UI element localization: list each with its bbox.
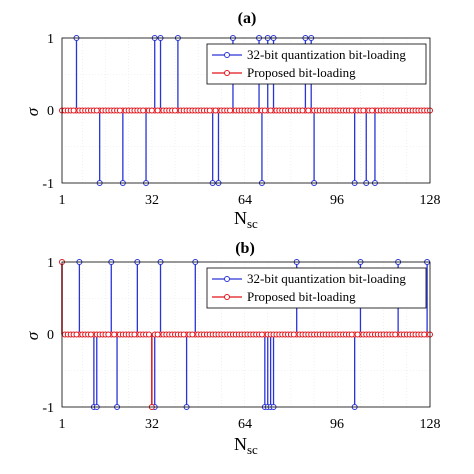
panel-b-xlabel-main: N bbox=[234, 434, 247, 454]
panel-a-proposed-zero-marker bbox=[369, 107, 376, 114]
panel-a-proposed-zero-marker bbox=[348, 107, 355, 114]
panel-b-proposed-zero-marker bbox=[87, 331, 94, 338]
panel-b-legend-box bbox=[206, 267, 427, 309]
panel-b-xlabel: Nsc bbox=[234, 434, 258, 457]
panel-a-xtick-96: 96 bbox=[330, 193, 344, 208]
panel-a-legend-box bbox=[206, 43, 427, 85]
panel-b-proposed-zero-marker bbox=[180, 331, 187, 338]
panel-b-title: (b) bbox=[235, 240, 255, 257]
panel-a: (a) 1 0 -1 1 32 64 96 128 σ Nsc 32-bit q… bbox=[23, 10, 441, 231]
panel-a-proposed-zero-marker bbox=[227, 107, 234, 114]
panel-a-proposed-zero-marker bbox=[360, 107, 367, 114]
panel-b-proposed-zero-marker bbox=[392, 331, 399, 338]
panel-b-ytick-neg1: -1 bbox=[42, 401, 54, 416]
panel-b-proposed-zero-marker bbox=[131, 331, 138, 338]
panel-a-ylabel: σ bbox=[23, 107, 42, 116]
panel-b-proposed-zero-marker bbox=[354, 331, 361, 338]
panel-a-ytick-neg1: -1 bbox=[42, 177, 54, 192]
panel-a-xlabel-main: N bbox=[234, 208, 247, 228]
panel-b-legend: 32-bit quantization bit-loading Proposed… bbox=[206, 267, 427, 309]
panel-a-title: (a) bbox=[238, 10, 257, 27]
panel-b-proposed-zero-marker bbox=[348, 331, 355, 338]
panel-a-xtick-32: 32 bbox=[145, 193, 159, 208]
panel-b-xtick-64: 64 bbox=[238, 417, 252, 432]
panel-a-axes-box bbox=[61, 37, 431, 184]
panel-b-proposed-zero-marker bbox=[105, 331, 112, 338]
panel-a-xlabel-sub: sc bbox=[247, 216, 258, 231]
panel-b-ytick-0: 0 bbox=[47, 328, 54, 343]
panel-a-zero-markers bbox=[59, 107, 433, 114]
panel-a-proposed-zero-marker bbox=[299, 107, 306, 114]
panel-a-legend-label-proposed: Proposed bit-loading bbox=[247, 65, 356, 80]
panel-b-proposed-zero-marker bbox=[73, 331, 80, 338]
panel-b-xlabel-sub: sc bbox=[247, 442, 258, 457]
panel-b-proposed-zero-marker bbox=[154, 331, 161, 338]
panel-b-legend-marker-proposed bbox=[224, 294, 230, 300]
panel-a-proposed-zero-marker bbox=[140, 107, 147, 114]
panel-a-proposed-zero-marker bbox=[305, 107, 312, 114]
panel-b-proposed-zero-marker bbox=[189, 331, 196, 338]
panel-b-axes-box bbox=[61, 261, 431, 408]
panel-a-proposed-zero-marker bbox=[206, 107, 213, 114]
panel-a-ytick-0: 0 bbox=[47, 104, 54, 119]
panel-a-xtick-64: 64 bbox=[238, 193, 252, 208]
panel-b-proposed-zero-marker bbox=[258, 331, 265, 338]
panel-a-proposed-zero-marker bbox=[70, 107, 77, 114]
panel-b-zero-markers bbox=[61, 331, 433, 338]
panel-a-legend-marker-32bit bbox=[224, 52, 230, 58]
panel-a-xlabel: Nsc bbox=[234, 208, 258, 231]
panel-a-legend-marker-proposed bbox=[224, 70, 230, 76]
panel-b-xtick-128: 128 bbox=[420, 417, 441, 432]
panel-a-proposed-zero-marker bbox=[93, 107, 100, 114]
panel-a-proposed-zero-marker bbox=[172, 107, 179, 114]
panel-b-proposed-zero-marker bbox=[145, 331, 152, 338]
panel-a-proposed-zero-marker bbox=[267, 107, 274, 114]
panel-b-proposed-zero-marker bbox=[290, 331, 297, 338]
panel-a-proposed-zero-marker bbox=[154, 107, 161, 114]
panel-a-legend-label-32bit: 32-bit quantization bit-loading bbox=[247, 47, 406, 62]
panel-a-proposed-zero-marker bbox=[116, 107, 123, 114]
panel-a-ytick-1: 1 bbox=[47, 32, 54, 47]
panel-b-ylabel: σ bbox=[23, 331, 42, 340]
panel-a-xtick-128: 128 bbox=[420, 193, 441, 208]
panel-a-proposed-zero-marker bbox=[253, 107, 260, 114]
panel-a-proposed-zero-marker bbox=[261, 107, 268, 114]
panel-b-proposed-zero-marker bbox=[111, 331, 118, 338]
panel-b-legend-marker-32bit bbox=[224, 276, 230, 282]
panel-b-legend-label-32bit: 32-bit quantization bit-loading bbox=[247, 271, 406, 286]
panel-a-proposed-zero-marker bbox=[212, 107, 219, 114]
panel-b-xtick-96: 96 bbox=[330, 417, 344, 432]
panel-b-legend-label-proposed: Proposed bit-loading bbox=[247, 289, 356, 304]
panel-a-proposed-zero-marker bbox=[148, 107, 155, 114]
panel-a-xtick-1: 1 bbox=[59, 193, 66, 208]
panel-b-ytick-1: 1 bbox=[47, 256, 54, 271]
panel-b-xtick-32: 32 bbox=[145, 417, 159, 432]
panel-a-legend: 32-bit quantization bit-loading Proposed… bbox=[206, 43, 427, 85]
panel-b: (b) 1 0 -1 1 32 64 96 128 σ Nsc 32-bit q… bbox=[23, 240, 441, 457]
panel-b-proposed-zero-marker bbox=[421, 331, 428, 338]
panel-b-xtick-1: 1 bbox=[59, 417, 66, 432]
